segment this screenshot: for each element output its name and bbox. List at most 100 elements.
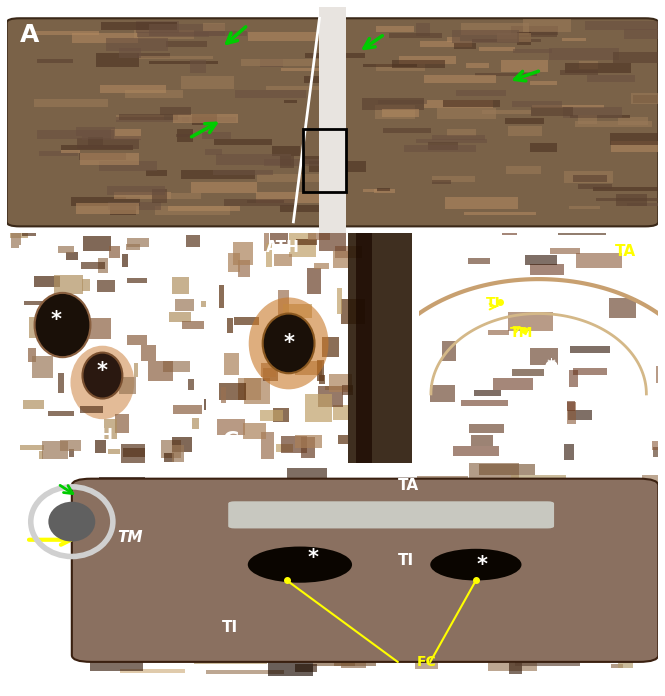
Bar: [416, 476, 467, 483]
Bar: [125, 90, 183, 98]
Bar: [266, 243, 271, 267]
Bar: [341, 299, 365, 324]
Circle shape: [248, 546, 352, 583]
Bar: [335, 246, 362, 258]
Bar: [106, 38, 168, 52]
Bar: [114, 413, 129, 433]
Bar: [454, 446, 499, 456]
Bar: [466, 63, 489, 68]
Bar: [301, 437, 315, 458]
Bar: [424, 75, 496, 84]
Bar: [531, 348, 558, 365]
Bar: [466, 623, 514, 635]
Bar: [563, 107, 622, 118]
Bar: [596, 198, 662, 201]
Bar: [118, 551, 183, 561]
Bar: [283, 304, 313, 318]
Bar: [247, 550, 321, 566]
Bar: [452, 556, 491, 567]
Bar: [234, 317, 259, 326]
Bar: [156, 206, 230, 215]
Bar: [186, 605, 249, 617]
Bar: [531, 107, 573, 116]
Bar: [71, 198, 140, 207]
Bar: [78, 138, 139, 148]
Bar: [420, 40, 471, 47]
Bar: [247, 531, 323, 533]
Bar: [173, 113, 238, 123]
Bar: [116, 117, 188, 122]
Bar: [241, 59, 319, 66]
Bar: [482, 110, 531, 114]
Bar: [11, 233, 21, 248]
Bar: [653, 447, 665, 457]
Bar: [469, 424, 504, 433]
Bar: [190, 60, 206, 73]
Bar: [215, 154, 291, 165]
Bar: [126, 238, 149, 247]
Circle shape: [430, 548, 521, 580]
Bar: [58, 246, 74, 253]
Bar: [472, 40, 541, 42]
Bar: [111, 129, 141, 139]
Bar: [175, 299, 194, 312]
Bar: [392, 60, 446, 68]
Bar: [309, 224, 330, 240]
Bar: [101, 22, 177, 31]
Bar: [561, 529, 580, 537]
Bar: [631, 93, 659, 104]
Bar: [261, 363, 276, 377]
Bar: [86, 489, 118, 498]
Bar: [152, 626, 161, 637]
Bar: [88, 318, 112, 339]
Bar: [291, 503, 304, 505]
Bar: [595, 578, 655, 585]
Bar: [424, 100, 493, 109]
Bar: [304, 77, 320, 83]
Bar: [497, 33, 531, 42]
Bar: [23, 226, 36, 236]
Bar: [561, 70, 598, 75]
Bar: [233, 541, 269, 551]
Bar: [363, 64, 417, 68]
Bar: [58, 373, 65, 393]
Bar: [529, 554, 599, 569]
Bar: [228, 253, 240, 272]
Bar: [123, 448, 146, 457]
Bar: [375, 106, 415, 119]
Bar: [20, 445, 44, 450]
Text: C: C: [223, 432, 239, 451]
FancyBboxPatch shape: [332, 18, 658, 226]
Bar: [303, 129, 346, 192]
Bar: [108, 203, 161, 210]
Bar: [168, 206, 241, 211]
Bar: [203, 24, 225, 31]
Bar: [305, 53, 365, 58]
Bar: [570, 346, 610, 353]
Bar: [114, 192, 171, 199]
Bar: [389, 33, 442, 38]
FancyBboxPatch shape: [228, 501, 554, 528]
Text: ATH: ATH: [266, 239, 299, 255]
Bar: [317, 360, 324, 381]
Bar: [573, 367, 606, 375]
Bar: [575, 120, 652, 127]
Bar: [113, 610, 178, 619]
Bar: [99, 477, 145, 487]
Bar: [610, 133, 658, 145]
Bar: [247, 200, 284, 203]
Bar: [563, 171, 613, 183]
Bar: [618, 118, 648, 125]
Bar: [268, 658, 313, 676]
Bar: [289, 233, 316, 257]
Bar: [313, 660, 376, 667]
Bar: [376, 26, 414, 32]
Bar: [191, 182, 257, 193]
Bar: [479, 464, 535, 475]
Bar: [457, 596, 517, 603]
Bar: [76, 127, 115, 136]
Bar: [432, 135, 485, 140]
Bar: [37, 59, 73, 63]
Bar: [281, 68, 335, 71]
Bar: [160, 106, 192, 116]
